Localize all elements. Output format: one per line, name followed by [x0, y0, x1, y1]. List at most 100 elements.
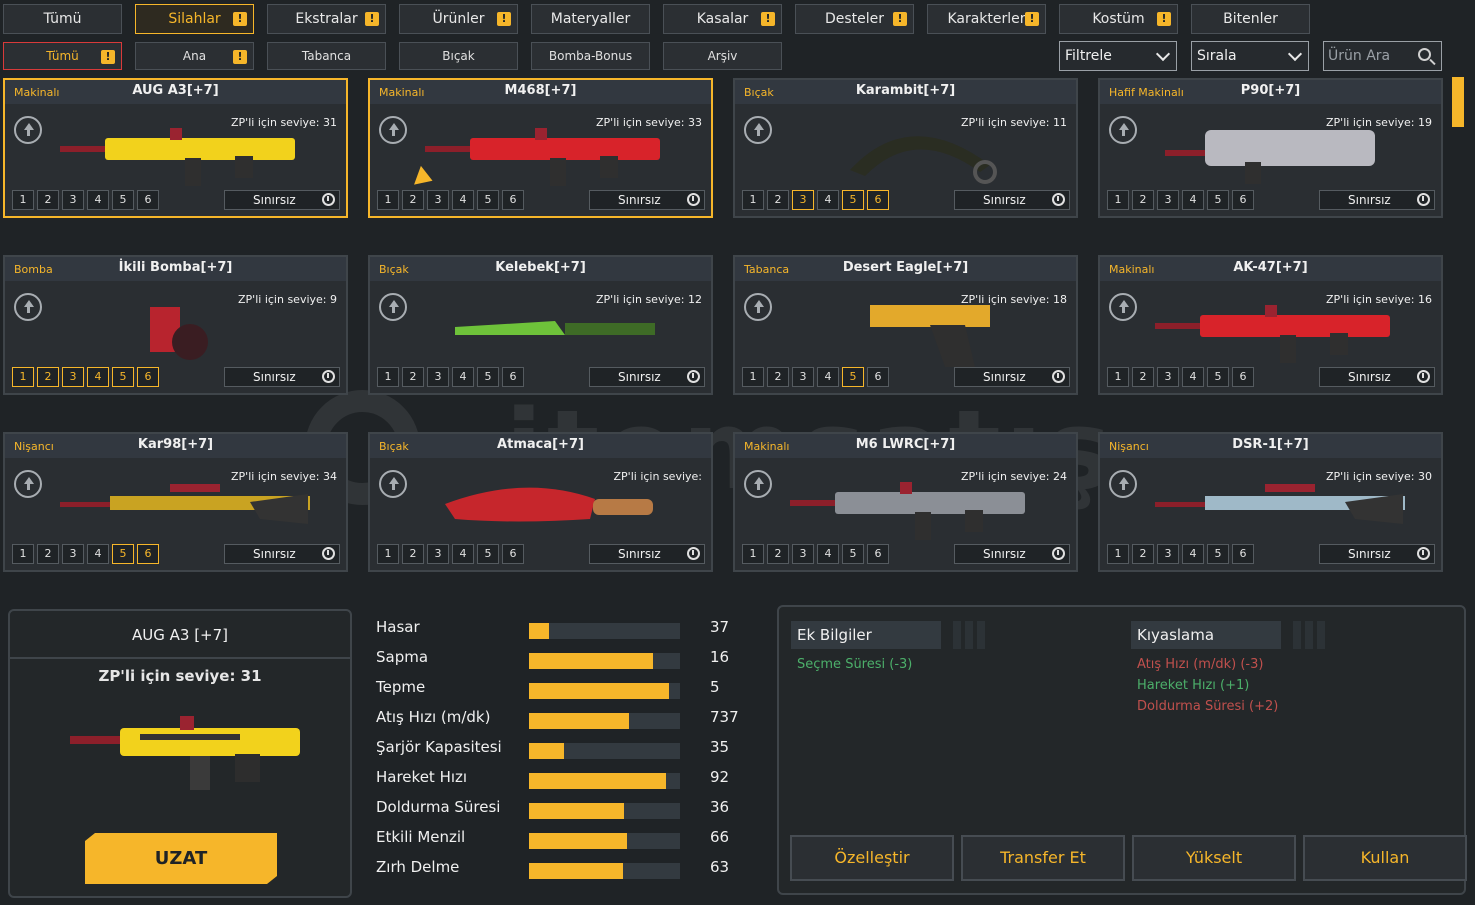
level-slot[interactable]: 1: [377, 544, 399, 564]
tab-3[interactable]: Ekstralar!: [267, 4, 386, 34]
item-card[interactable]: Makinalı M6 LWRC[+7] ZP'li için seviye: 24…: [733, 432, 1078, 572]
level-slot[interactable]: 6: [1232, 190, 1254, 210]
item-card[interactable]: Nişancı DSR-1[+7] ZP'li için seviye: 30 1 2 3…: [1098, 432, 1443, 572]
level-slot[interactable]: 4: [87, 367, 109, 387]
level-slot[interactable]: 4: [1182, 367, 1204, 387]
upgrade-arrow-icon[interactable]: [14, 293, 42, 321]
level-slot[interactable]: 5: [842, 544, 864, 564]
subtab-6[interactable]: Arşiv: [663, 42, 782, 70]
level-slot[interactable]: 2: [767, 367, 789, 387]
level-slot[interactable]: 1: [742, 544, 764, 564]
level-slot[interactable]: 1: [1107, 367, 1129, 387]
subtab-3[interactable]: Tabanca: [267, 42, 386, 70]
level-slot[interactable]: 5: [1207, 190, 1229, 210]
level-slot[interactable]: 6: [137, 544, 159, 564]
tab-9[interactable]: Kostüm!: [1059, 4, 1178, 34]
scrollbar-thumb[interactable]: [1452, 77, 1464, 127]
level-slot[interactable]: 6: [867, 544, 889, 564]
level-slot[interactable]: 5: [112, 190, 134, 210]
action-button[interactable]: Özelleştir: [790, 835, 954, 881]
level-slot[interactable]: 6: [502, 190, 524, 210]
level-slot[interactable]: 4: [87, 190, 109, 210]
subtab-2[interactable]: Ana!: [135, 42, 254, 70]
item-card[interactable]: Nişancı Kar98[+7] ZP'li için seviye: 34 1 2 3…: [3, 432, 348, 572]
level-slot[interactable]: 5: [477, 544, 499, 564]
tab-5[interactable]: Materyaller: [531, 4, 650, 34]
upgrade-arrow-icon[interactable]: [1109, 293, 1137, 321]
level-slot[interactable]: 1: [1107, 544, 1129, 564]
upgrade-arrow-icon[interactable]: [744, 293, 772, 321]
sort-dropdown[interactable]: Sırala: [1191, 41, 1309, 71]
level-slot[interactable]: 2: [1132, 367, 1154, 387]
level-slot[interactable]: 5: [477, 367, 499, 387]
level-slot[interactable]: 5: [842, 367, 864, 387]
level-slot[interactable]: 1: [1107, 190, 1129, 210]
tab-7[interactable]: Desteler!: [795, 4, 914, 34]
filter-dropdown[interactable]: Filtrele: [1059, 41, 1177, 71]
level-slot[interactable]: 4: [1182, 544, 1204, 564]
level-slot[interactable]: 6: [137, 367, 159, 387]
level-slot[interactable]: 3: [427, 544, 449, 564]
item-card[interactable]: Makinalı AK-47[+7] ZP'li için seviye: 16 1 2…: [1098, 255, 1443, 395]
level-slot[interactable]: 1: [377, 190, 399, 210]
level-slot[interactable]: 2: [37, 544, 59, 564]
level-slot[interactable]: 6: [1232, 544, 1254, 564]
level-slot[interactable]: 2: [37, 190, 59, 210]
upgrade-arrow-icon[interactable]: [1109, 470, 1137, 498]
item-card[interactable]: Hafif Makinalı P90[+7] ZP'li için seviye: …: [1098, 78, 1443, 218]
level-slot[interactable]: 4: [452, 544, 474, 564]
level-slot[interactable]: 2: [767, 190, 789, 210]
tab-1[interactable]: Tümü: [3, 4, 122, 34]
level-slot[interactable]: 5: [842, 190, 864, 210]
level-slot[interactable]: 5: [1207, 367, 1229, 387]
level-slot[interactable]: 4: [87, 544, 109, 564]
item-card[interactable]: Bomba İkili Bomba[+7] ZP'li için seviye: 9…: [3, 255, 348, 395]
level-slot[interactable]: 6: [137, 190, 159, 210]
level-slot[interactable]: 2: [402, 544, 424, 564]
search-icon[interactable]: [1418, 48, 1431, 61]
level-slot[interactable]: 2: [1132, 190, 1154, 210]
level-slot[interactable]: 1: [12, 544, 34, 564]
level-slot[interactable]: 3: [1157, 367, 1179, 387]
action-button[interactable]: Transfer Et: [961, 835, 1125, 881]
level-slot[interactable]: 3: [792, 544, 814, 564]
level-slot[interactable]: 5: [1207, 544, 1229, 564]
level-slot[interactable]: 3: [427, 190, 449, 210]
level-slot[interactable]: 5: [112, 367, 134, 387]
level-slot[interactable]: 2: [767, 544, 789, 564]
level-slot[interactable]: 3: [62, 544, 84, 564]
level-slot[interactable]: 3: [427, 367, 449, 387]
level-slot[interactable]: 3: [1157, 544, 1179, 564]
item-card[interactable]: Makinalı M468[+7] ZP'li için seviye: 33 1 2 3…: [368, 78, 713, 218]
level-slot[interactable]: 6: [502, 544, 524, 564]
level-slot[interactable]: 1: [742, 190, 764, 210]
upgrade-arrow-icon[interactable]: [379, 293, 407, 321]
subtab-5[interactable]: Bomba-Bonus: [531, 42, 650, 70]
tab-4[interactable]: Ürünler!: [399, 4, 518, 34]
upgrade-arrow-icon[interactable]: [744, 470, 772, 498]
level-slot[interactable]: 1: [12, 367, 34, 387]
level-slot[interactable]: 4: [452, 367, 474, 387]
level-slot[interactable]: 4: [1182, 190, 1204, 210]
level-slot[interactable]: 3: [1157, 190, 1179, 210]
tab-6[interactable]: Kasalar!: [663, 4, 782, 34]
action-button[interactable]: Yükselt: [1132, 835, 1296, 881]
level-slot[interactable]: 2: [402, 367, 424, 387]
level-slot[interactable]: 6: [502, 367, 524, 387]
level-slot[interactable]: 5: [112, 544, 134, 564]
level-slot[interactable]: 3: [792, 367, 814, 387]
search-input[interactable]: Ürün Ara: [1323, 41, 1442, 71]
subtab-1[interactable]: Tümü!: [3, 42, 122, 70]
upgrade-arrow-icon[interactable]: [14, 116, 42, 144]
extend-button[interactable]: UZAT: [85, 833, 277, 884]
level-slot[interactable]: 1: [377, 367, 399, 387]
level-slot[interactable]: 4: [817, 190, 839, 210]
item-card[interactable]: Bıçak Kelebek[+7] ZP'li için seviye: 12 1 2 3…: [368, 255, 713, 395]
level-slot[interactable]: 6: [1232, 367, 1254, 387]
upgrade-arrow-icon[interactable]: [14, 470, 42, 498]
level-slot[interactable]: 3: [62, 190, 84, 210]
item-card[interactable]: Bıçak Karambit[+7] ZP'li için seviye: 11 1 2…: [733, 78, 1078, 218]
subtab-4[interactable]: Bıçak: [399, 42, 518, 70]
upgrade-arrow-icon[interactable]: [1109, 116, 1137, 144]
